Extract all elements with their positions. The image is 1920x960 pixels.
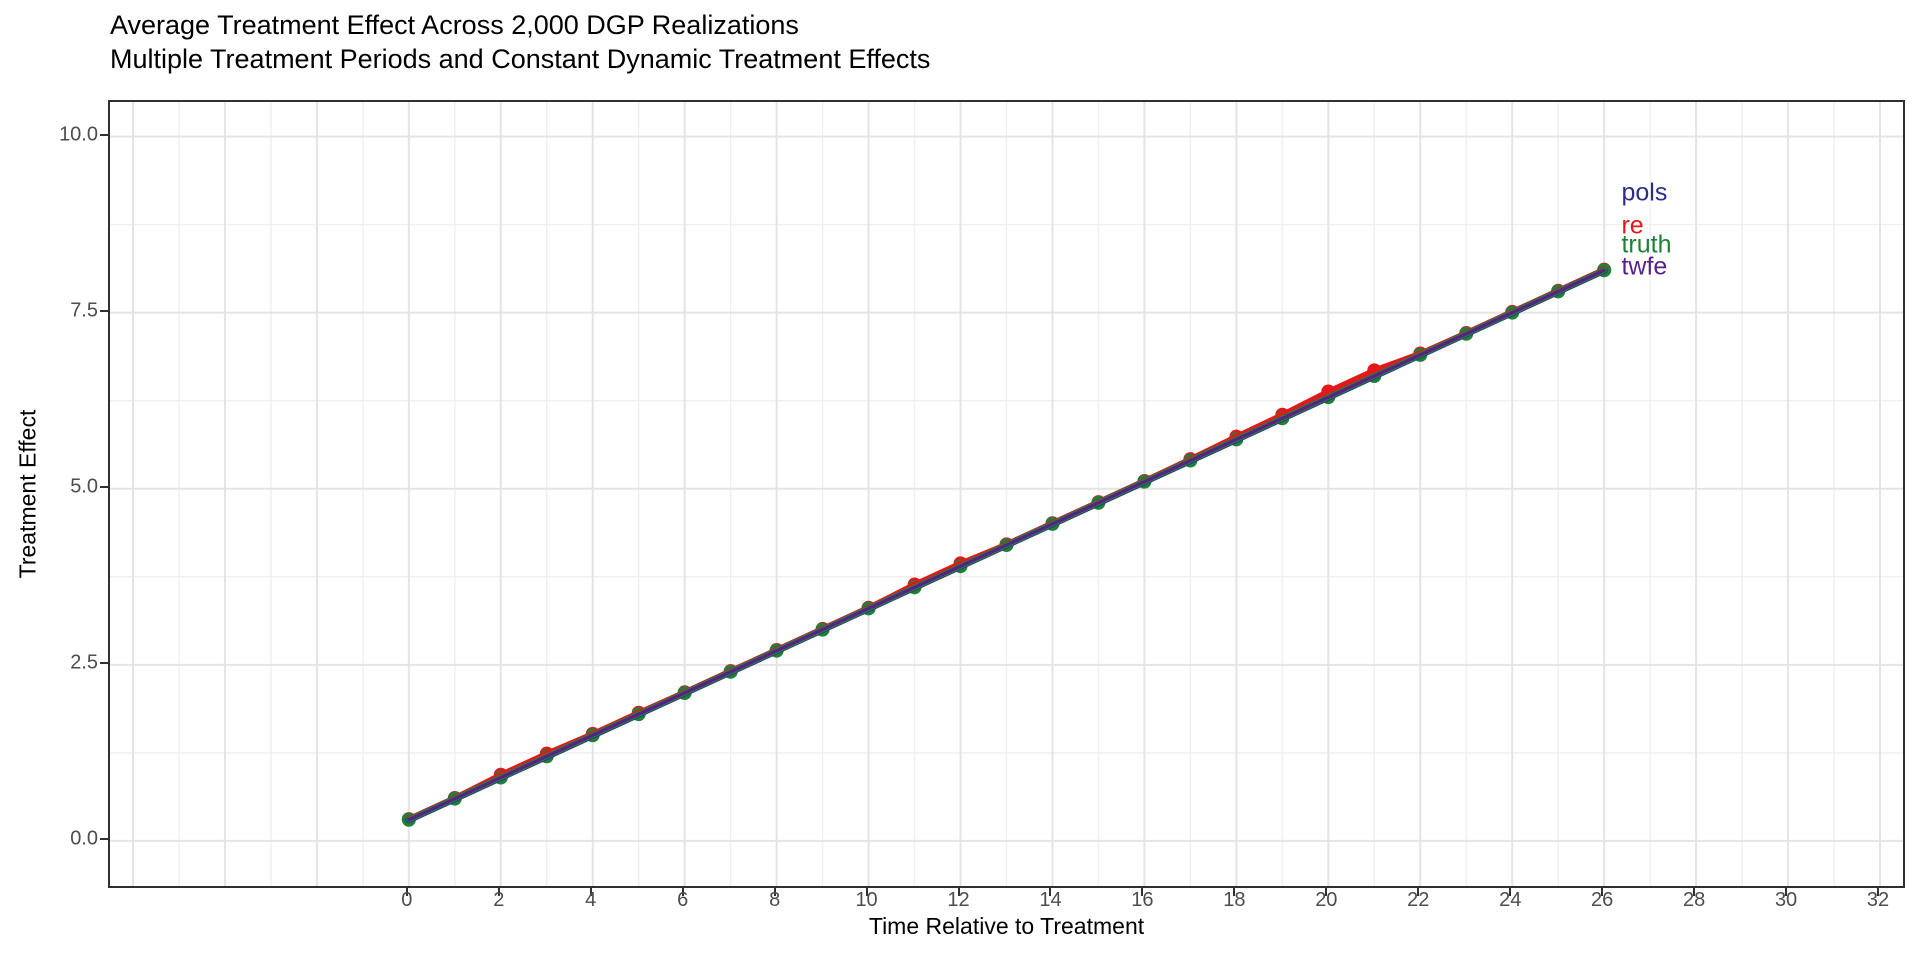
y-tick-label: 5.0 [70,475,98,498]
series-label-re: re [1621,211,1644,240]
y-tick-mark [100,837,108,840]
x-tick-label: 28 [1682,889,1706,911]
x-tick-mark [405,888,408,896]
x-tick-label: 30 [1774,889,1798,911]
x-tick-label: 2 [493,889,505,911]
x-tick-label: 18 [1223,889,1246,911]
x-tick-label: 0 [401,889,413,911]
y-tick-mark [100,661,108,664]
x-tick-mark [589,888,592,896]
x-tick-mark [957,888,960,896]
x-tick-mark [1417,888,1420,896]
x-tick-label: 16 [1131,889,1154,911]
x-tick-label: 14 [1039,889,1062,911]
chart-svg [110,102,1903,886]
x-tick-mark [1785,888,1788,896]
series-label-truth: truth [1621,230,1672,259]
title-block: Average Treatment Effect Across 2,000 DG… [110,8,930,76]
x-tick-mark [773,888,776,896]
x-tick-label: 8 [769,889,781,911]
x-tick-mark [1325,888,1328,896]
x-tick-mark [865,888,868,896]
y-tick-label: 10.0 [59,123,98,146]
page-subtitle: Multiple Treatment Periods and Constant … [110,44,931,74]
y-tick-label: 7.5 [70,299,98,322]
chart-panel [108,100,1905,888]
y-tick-label: 2.5 [70,651,98,674]
x-tick-label: 20 [1315,889,1338,911]
x-tick-mark [1877,888,1879,896]
page-title: Average Treatment Effect Across 2,000 DG… [110,10,799,40]
x-tick-label: 4 [585,889,597,911]
x-tick-mark [681,888,684,896]
x-tick-label: 26 [1591,889,1614,911]
y-tick-mark [100,485,108,488]
x-tick-label: 32 [1866,889,1890,911]
x-tick-mark [1601,888,1604,896]
x-tick-label: 6 [677,889,689,911]
x-tick-label: 12 [947,889,970,911]
y-tick-mark [100,133,108,136]
y-tick-mark [100,309,108,312]
x-tick-label: 24 [1499,889,1522,911]
y-axis-title: Treatment Effect [14,409,41,579]
x-tick-mark [1509,888,1512,896]
series-label-pols: pols [1621,178,1668,207]
x-tick-mark [1141,888,1144,896]
x-tick-label: 22 [1407,889,1430,911]
x-tick-mark [1693,888,1696,896]
y-tick-label: 0.0 [70,827,98,850]
x-tick-label: 10 [855,889,878,911]
x-tick-mark [497,888,500,896]
x-tick-mark [1233,888,1236,896]
x-tick-mark [1049,888,1052,896]
x-axis-title: Time Relative to Treatment [868,913,1145,939]
series-line-twfe [407,268,1606,822]
series-label-twfe: twfe [1621,252,1668,281]
